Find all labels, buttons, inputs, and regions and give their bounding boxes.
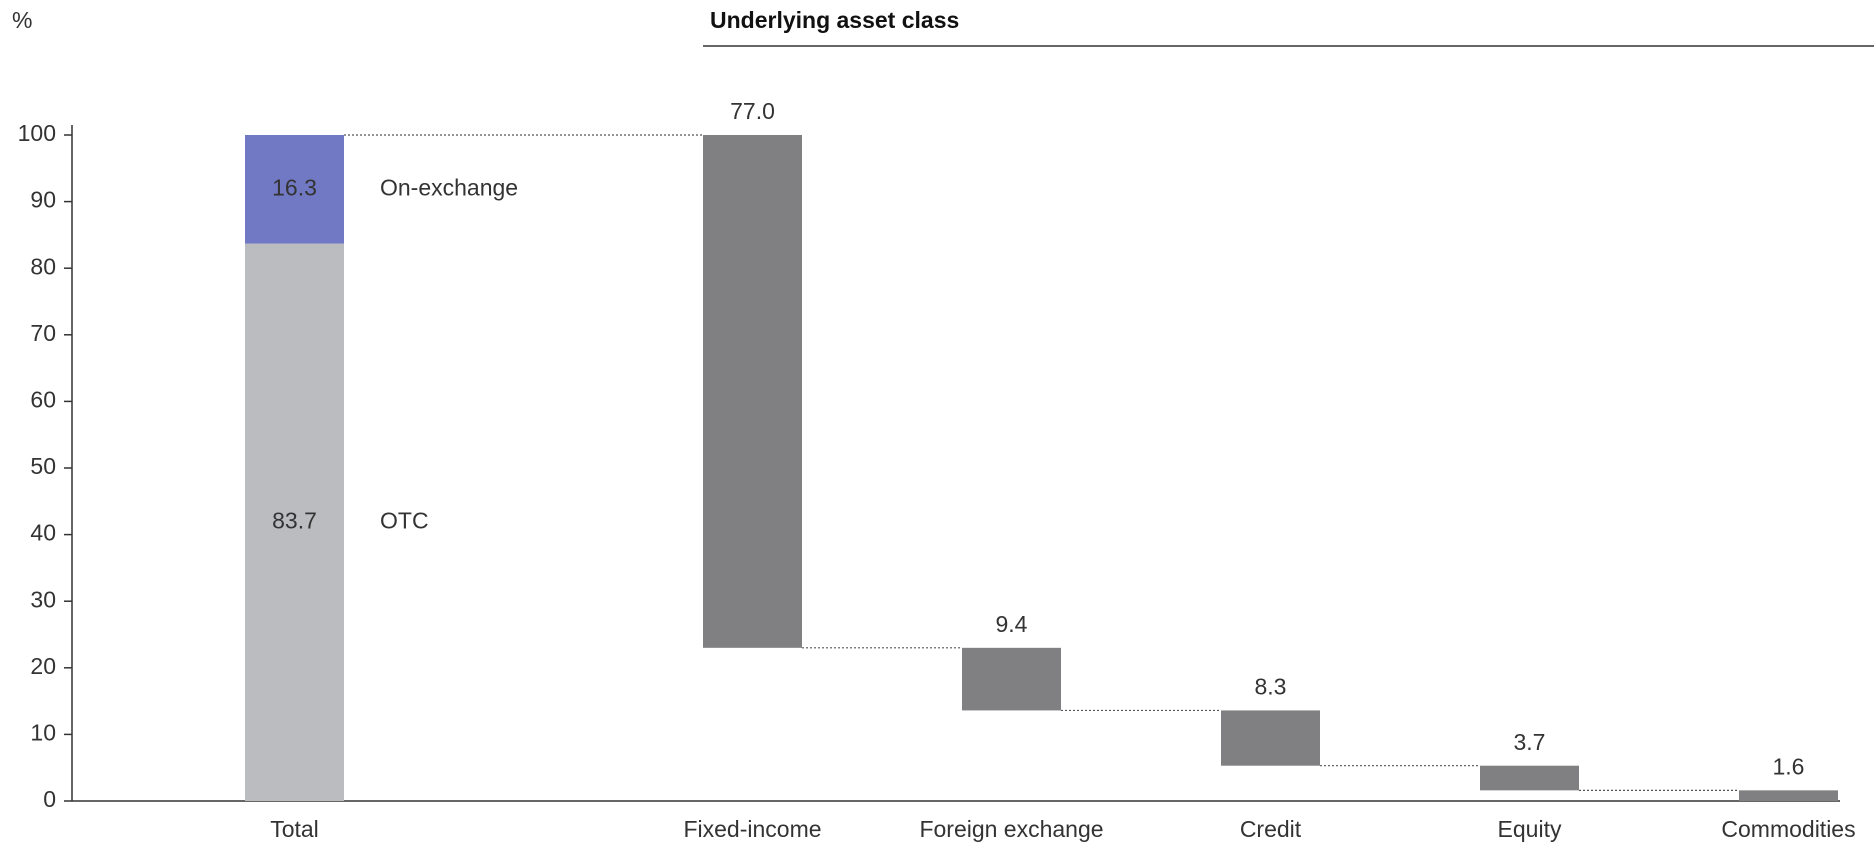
segment-name: On-exchange bbox=[380, 174, 518, 200]
y-tick-label: 90 bbox=[30, 187, 56, 213]
y-tick-label: 30 bbox=[30, 586, 56, 612]
value-label: 8.3 bbox=[1255, 674, 1287, 700]
y-tick-label: 100 bbox=[18, 120, 56, 146]
segment-label: 16.3 bbox=[272, 174, 317, 200]
total-segment bbox=[245, 135, 344, 244]
value-label: 77.0 bbox=[730, 98, 775, 124]
y-tick-label: 20 bbox=[30, 653, 56, 679]
bar bbox=[962, 647, 1061, 711]
bar bbox=[1480, 765, 1579, 791]
y-tick-label: 60 bbox=[30, 386, 56, 412]
segment-name: OTC bbox=[380, 507, 429, 533]
x-tick-label: Fixed-income bbox=[683, 816, 821, 842]
y-axis-unit: % bbox=[12, 7, 32, 33]
total-segment bbox=[245, 243, 344, 802]
x-tick-label: Credit bbox=[1240, 816, 1302, 842]
value-label: 3.7 bbox=[1514, 729, 1546, 755]
value-label: 9.4 bbox=[996, 611, 1028, 637]
x-tick-label: Equity bbox=[1498, 816, 1562, 842]
y-tick-label: 50 bbox=[30, 453, 56, 479]
y-tick-label: 40 bbox=[30, 520, 56, 546]
value-label: 1.6 bbox=[1773, 753, 1805, 779]
y-tick-label: 70 bbox=[30, 320, 56, 346]
x-tick-label: Total bbox=[270, 816, 319, 842]
x-tick-label: Foreign exchange bbox=[919, 816, 1103, 842]
bar bbox=[1739, 790, 1838, 801]
y-tick-label: 0 bbox=[43, 786, 56, 812]
y-tick-label: 10 bbox=[30, 719, 56, 745]
segment-label: 83.7 bbox=[272, 507, 317, 533]
header: Underlying asset class bbox=[710, 7, 959, 33]
x-tick-label: Commodities bbox=[1721, 816, 1855, 842]
y-tick-label: 80 bbox=[30, 253, 56, 279]
bar bbox=[703, 135, 802, 648]
bar bbox=[1221, 710, 1320, 766]
